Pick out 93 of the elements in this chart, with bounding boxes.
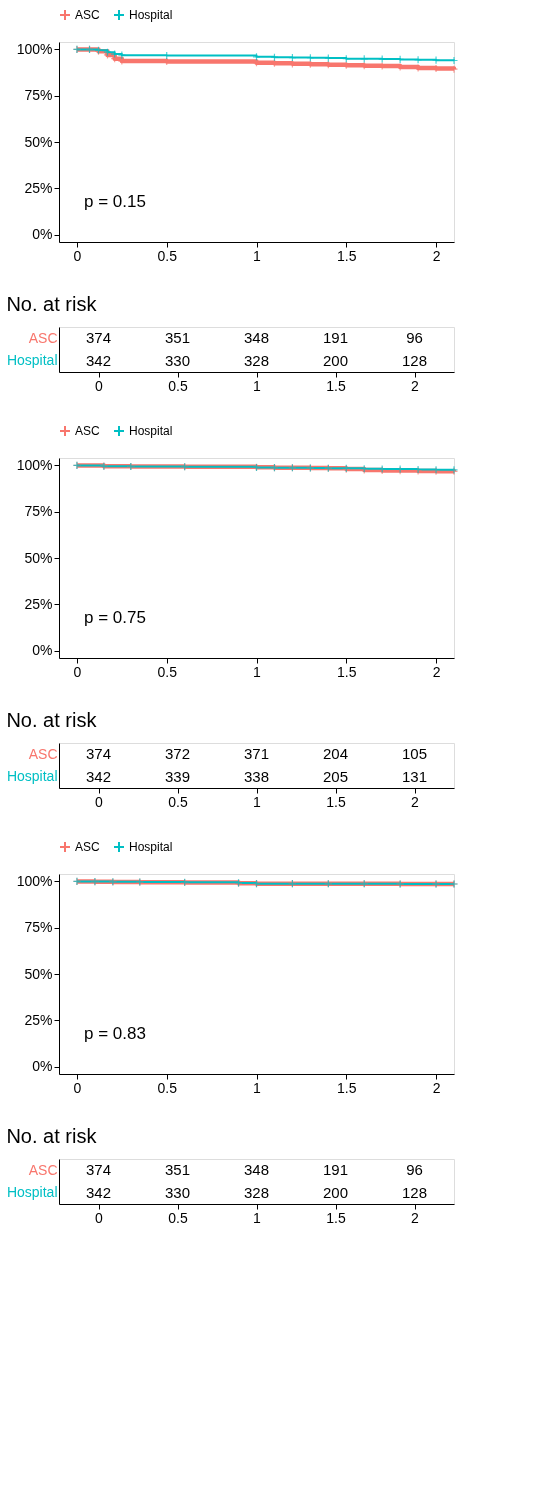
data-label: 342	[85, 767, 112, 785]
y-tick-label: ASC	[28, 745, 58, 762]
y-tick-label: 25%	[24, 179, 53, 196]
x-tick-label: 1	[253, 663, 262, 680]
data-label: 204	[322, 745, 349, 763]
x-tick-label: 2	[432, 1079, 441, 1096]
annotation: p = 0.75	[84, 608, 146, 627]
y-tick-label: 75%	[24, 87, 53, 104]
data-label: 328	[243, 351, 270, 369]
data-label: 374	[85, 329, 112, 347]
data-label: 96	[406, 1161, 423, 1179]
data-label: 351	[164, 1161, 191, 1179]
y-tick-label: 100%	[16, 40, 53, 57]
data-label: 348	[243, 329, 270, 347]
x-tick-label: 0.5	[168, 793, 188, 810]
x-tick-label: 0	[95, 1209, 104, 1226]
data-label: 200	[322, 351, 349, 369]
x-tick-label: 1	[253, 793, 262, 810]
y-tick-label: 0%	[32, 226, 53, 243]
x-tick-label: 0.5	[168, 1209, 188, 1226]
y-tick-label: 50%	[24, 965, 53, 982]
x-tick-label: 2	[411, 1209, 420, 1226]
y-tick-label: 50%	[24, 549, 53, 566]
data-label: 342	[85, 1183, 112, 1201]
chart-title: No. at risk	[6, 709, 98, 731]
y-tick-label: 0%	[32, 1058, 53, 1075]
x-tick-label: 0	[73, 1079, 82, 1096]
data-label: 351	[164, 329, 191, 347]
data-label: 191	[322, 329, 349, 347]
data-label: 128	[401, 1183, 428, 1201]
data-label: 330	[164, 1183, 191, 1201]
data-label: 374	[85, 1161, 112, 1179]
legend-label: ASC	[75, 840, 101, 854]
x-tick-label: 1.5	[326, 1209, 346, 1226]
legend-label: Hospital	[129, 8, 173, 22]
y-tick-label: 0%	[32, 642, 53, 659]
legend-label: Hospital	[129, 424, 173, 438]
chart-title: No. at risk	[6, 293, 98, 315]
x-tick-label: 1.5	[337, 663, 357, 680]
data-label: 96	[406, 329, 423, 347]
x-tick-label: 1.5	[337, 247, 357, 264]
annotation: p = 0.15	[84, 192, 146, 211]
data-label: 205	[322, 767, 349, 785]
data-label: 372	[164, 745, 191, 763]
data-label: 128	[401, 351, 428, 369]
x-tick-label: 1	[253, 377, 262, 394]
y-tick-label: 50%	[24, 133, 53, 150]
x-tick-label: 0	[95, 793, 104, 810]
x-tick-label: 0.5	[157, 247, 178, 264]
x-tick-label: 1.5	[337, 1079, 357, 1096]
data-label: 371	[243, 745, 270, 763]
legend-label: ASC	[75, 424, 101, 438]
x-tick-label: 2	[411, 377, 420, 394]
y-tick-label: ASC	[28, 1161, 58, 1178]
data-label: 200	[322, 1183, 349, 1201]
y-tick-label: 75%	[24, 919, 53, 936]
y-tick-label: 100%	[16, 872, 53, 889]
x-tick-label: 1	[253, 1079, 262, 1096]
legend-label: ASC	[75, 8, 101, 22]
data-label: 342	[85, 351, 112, 369]
legend-label: Hospital	[129, 840, 173, 854]
data-label: 105	[401, 745, 428, 763]
x-tick-label: 0.5	[157, 663, 178, 680]
data-label: 328	[243, 1183, 270, 1201]
y-tick-label: ASC	[28, 329, 58, 346]
chart-title: No. at risk	[6, 1125, 98, 1147]
data-label: 374	[85, 745, 112, 763]
x-tick-label: 1.5	[326, 793, 346, 810]
y-tick-label: 25%	[24, 1011, 53, 1028]
x-tick-label: 2	[432, 247, 441, 264]
data-label: 338	[243, 767, 270, 785]
y-tick-label: Hospital	[6, 1184, 58, 1201]
x-tick-label: 1	[253, 247, 262, 264]
x-tick-label: 2	[411, 793, 420, 810]
x-tick-label: 0.5	[157, 1079, 178, 1096]
x-tick-label: 0	[73, 247, 82, 264]
y-tick-label: 75%	[24, 503, 53, 520]
y-tick-label: 100%	[16, 456, 53, 473]
annotation: p = 0.83	[84, 1024, 146, 1043]
x-tick-label: 1	[253, 1209, 262, 1226]
x-tick-label: 0.5	[168, 377, 188, 394]
y-tick-label: 25%	[24, 595, 53, 612]
x-tick-label: 0	[73, 663, 82, 680]
x-tick-label: 1.5	[326, 377, 346, 394]
data-label: 348	[243, 1161, 270, 1179]
x-tick-label: 2	[432, 663, 441, 680]
data-label: 131	[401, 767, 428, 785]
y-tick-label: Hospital	[6, 768, 58, 785]
y-tick-label: Hospital	[6, 352, 58, 369]
x-tick-label: 0	[95, 377, 104, 394]
data-label: 191	[322, 1161, 349, 1179]
data-label: 339	[164, 767, 191, 785]
data-label: 330	[164, 351, 191, 369]
